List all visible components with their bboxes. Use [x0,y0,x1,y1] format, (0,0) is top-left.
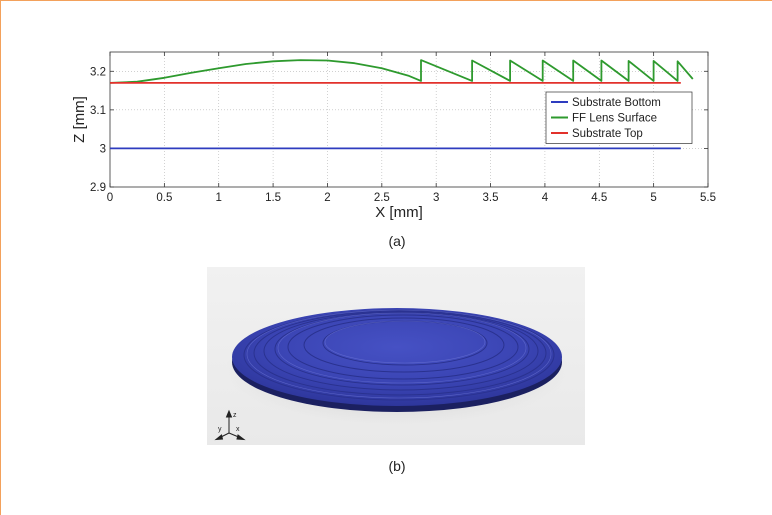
lens-ring [253,310,547,396]
triad-label-x: x [236,426,240,433]
figure-frame-top [0,0,772,1]
x-axis-label: X [mm] [375,204,423,221]
legend-label: Substrate Bottom [572,97,661,109]
coordinate-triad-icon [214,409,246,441]
x-tick-label: 4 [542,192,549,204]
profile-chart: 0 0.5 1 1.5 2 2.5 3 3.5 4 4.5 5 5.5 2.9 3 3.1 3.2 X [mm]… [71,51,716,221]
x-tick-label: 0 [107,192,113,204]
lens-ring [263,311,539,391]
x-tick-label: 5.5 [700,192,716,204]
figure-frame-left [0,0,1,515]
y-tick-label: 3 [100,143,106,155]
y-tick-label: 3.2 [90,66,106,78]
lens-ring-highlight [246,309,552,399]
x-tick-label: 4.5 [591,192,607,204]
y-axis-label: Z [mm] [71,96,88,143]
lens-ring [287,314,519,380]
lens-ring-highlight [324,320,486,364]
x-tick-label: 5 [650,192,656,204]
lens-render: z y x [207,267,585,445]
legend-label: FF Lens Surface [572,113,657,125]
x-tick-label: 0.5 [156,192,172,204]
caption-b: (b) [388,458,406,474]
x-tick-label: 3.5 [483,192,499,204]
caption-a: (a) [388,233,406,249]
x-tick-label: 2 [324,192,330,204]
x-tick-label: 1.5 [265,192,281,204]
axes-box [109,51,709,188]
x-tick-label: 3 [433,192,439,204]
lens-ring [303,317,505,373]
legend-box [545,91,693,144]
triad-label-z: z [233,412,237,419]
series-line [109,59,694,84]
lens-ring-highlight [277,312,527,384]
triad-label-y: y [218,426,222,433]
x-tick-label: 2.5 [374,192,390,204]
y-tick-label: 3.1 [90,105,106,117]
legend-label: Substrate Top [572,128,643,140]
lens-render-image: z y x [214,308,569,441]
y-tick-label: 2.9 [90,182,106,194]
x-tick-label: 1 [216,192,222,204]
